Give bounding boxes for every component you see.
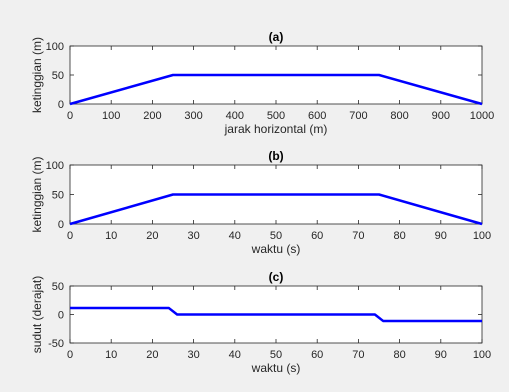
chart-c-x-tick-label: 20 (146, 349, 158, 361)
chart-b-x-tick-label: 30 (187, 230, 199, 242)
chart-b-x-tick-label: 50 (270, 230, 282, 242)
chart-b-series-line (69, 193, 483, 226)
chart-a-x-tick-label: 400 (226, 110, 244, 122)
chart-c-y-axis-label: sudut (derajat) (30, 276, 44, 353)
chart-a-x-tick-label: 600 (308, 110, 326, 122)
chart-a-x-tick-label: 100 (102, 110, 120, 122)
chart-c-x-tick-label: 60 (311, 349, 323, 361)
chart-a-x-tick-label: 700 (349, 110, 367, 122)
chart-c-x-tick-label: 50 (270, 349, 282, 361)
chart-c-y-tick-label: 50 (52, 281, 64, 293)
chart-c-title: (c) (269, 270, 284, 284)
chart-b-x-tick-label: 100 (473, 230, 491, 242)
chart-a: 0 100 200 300 400 500 600 700 800 900 1000 0 50 100 (a… (30, 30, 494, 136)
chart-a-x-tick-label: 800 (390, 110, 408, 122)
chart-c-y-tick-label: 0 (58, 310, 64, 322)
chart-b-y-axis-label: ketinggian (m) (30, 156, 44, 232)
chart-b-x-tick-label: 20 (146, 230, 158, 242)
chart-a-x-axis-label: jarak horizontal (m) (224, 122, 328, 136)
chart-c-x-tick-label: 80 (393, 349, 405, 361)
chart-c-x-axis-label: waktu (s) (251, 361, 301, 375)
chart-b-x-tick-label: 70 (352, 230, 364, 242)
chart-b-y-tick-label: 0 (58, 219, 64, 231)
chart-a-title: (a) (269, 30, 284, 44)
chart-b: 0 10 20 30 40 50 60 70 80 90 100 0 50 100 (b) waktu (s)… (30, 149, 491, 256)
chart-a-x-tick-label: 1000 (470, 110, 494, 122)
chart-c-x-tick-label: 70 (352, 349, 364, 361)
chart-b-x-axis-label: waktu (s) (251, 242, 301, 256)
chart-b-x-tick-label: 10 (105, 230, 117, 242)
chart-a-x-tick-label: 0 (67, 110, 73, 122)
chart-b-x-tick-label: 90 (435, 230, 447, 242)
chart-b-x-tick-label: 80 (393, 230, 405, 242)
chart-b-x-tick-label: 60 (311, 230, 323, 242)
chart-b-x-tick-label: 0 (67, 230, 73, 242)
chart-a-y-tick-label: 0 (58, 99, 64, 111)
chart-a-y-axis-label: ketinggian (m) (30, 37, 44, 113)
chart-c-series-line (70, 306, 482, 323)
chart-b-title: (b) (268, 149, 283, 163)
chart-c-x-tick-label: 100 (473, 349, 491, 361)
chart-c-x-tick-label: 30 (187, 349, 199, 361)
chart-c-y-tick-label: -50 (48, 338, 64, 350)
chart-b-y-tick-label: 50 (52, 190, 64, 202)
chart-a-y-tick-label: 100 (46, 41, 64, 53)
chart-c-x-tick-label: 40 (229, 349, 241, 361)
chart-b-y-tick-label: 100 (46, 160, 64, 172)
chart-c-x-tick-label: 10 (105, 349, 117, 361)
chart-c-x-tick-label: 90 (435, 349, 447, 361)
chart-b-x-tick-label: 40 (229, 230, 241, 242)
chart-a-series-line (69, 73, 483, 106)
chart-a-x-tick-label: 200 (143, 110, 161, 122)
chart-c-x-tick-label: 0 (67, 349, 73, 361)
chart-a-x-tick-label: 900 (432, 110, 450, 122)
chart-a-x-tick-label: 500 (267, 110, 285, 122)
chart-a-y-tick-label: 50 (52, 70, 64, 82)
chart-a-x-tick-label: 300 (184, 110, 202, 122)
